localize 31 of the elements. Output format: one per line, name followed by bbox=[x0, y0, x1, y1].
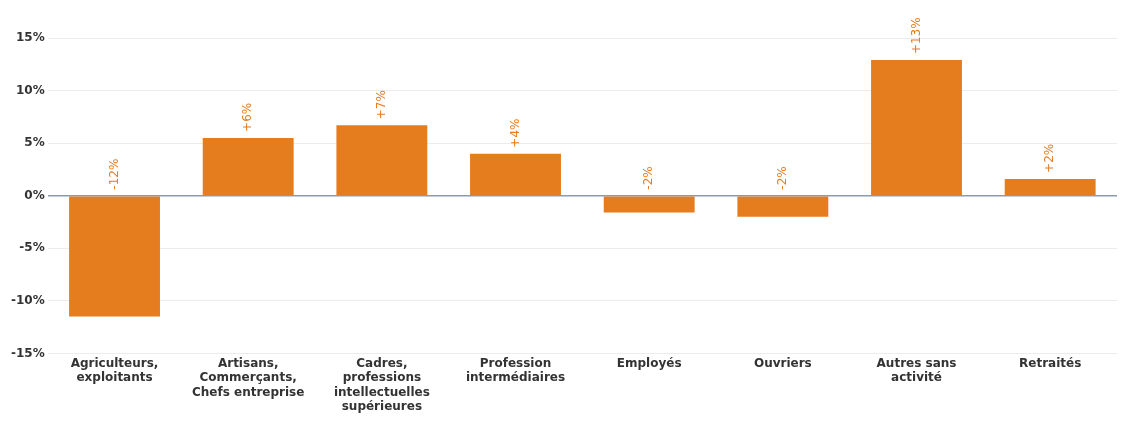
data-label: +4% bbox=[507, 118, 522, 148]
data-label: -2% bbox=[774, 166, 789, 190]
bar bbox=[1004, 178, 1096, 195]
x-tick-label: Autres sans activité bbox=[876, 355, 957, 385]
y-tick-label: -15% bbox=[11, 345, 45, 360]
data-label: +13% bbox=[908, 17, 923, 55]
data-label: +7% bbox=[373, 90, 388, 120]
x-tick-label: Retraités bbox=[1019, 355, 1082, 370]
data-label: -2% bbox=[641, 166, 656, 190]
y-tick-label: 10% bbox=[15, 82, 45, 97]
y-tick-label: 15% bbox=[15, 30, 45, 45]
y-tick-label: 5% bbox=[24, 135, 45, 150]
bar bbox=[871, 60, 962, 195]
y-tick-label: 0% bbox=[24, 187, 45, 202]
bar bbox=[470, 153, 561, 195]
y-tick-label: -10% bbox=[11, 292, 45, 307]
x-tick-label: Employés bbox=[616, 355, 682, 370]
x-tick-label: Profession intermédiaires bbox=[465, 355, 566, 385]
bar bbox=[202, 137, 294, 195]
bar bbox=[336, 125, 428, 195]
data-label: -12% bbox=[106, 158, 121, 190]
bar bbox=[69, 196, 160, 317]
bar bbox=[737, 196, 829, 217]
bar bbox=[603, 196, 695, 213]
x-tick-label: Artisans, Commerçants, Chefs entreprise bbox=[191, 355, 305, 399]
data-label: +6% bbox=[240, 102, 255, 132]
x-tick-label: Cadres, professions intellectuelles supérieures bbox=[333, 355, 430, 413]
x-tick-label: Ouvriers bbox=[753, 355, 812, 370]
y-tick-label: -5% bbox=[19, 240, 45, 255]
data-label: +2% bbox=[1042, 143, 1057, 173]
x-tick-label: Agriculteurs, exploitants bbox=[70, 355, 159, 385]
